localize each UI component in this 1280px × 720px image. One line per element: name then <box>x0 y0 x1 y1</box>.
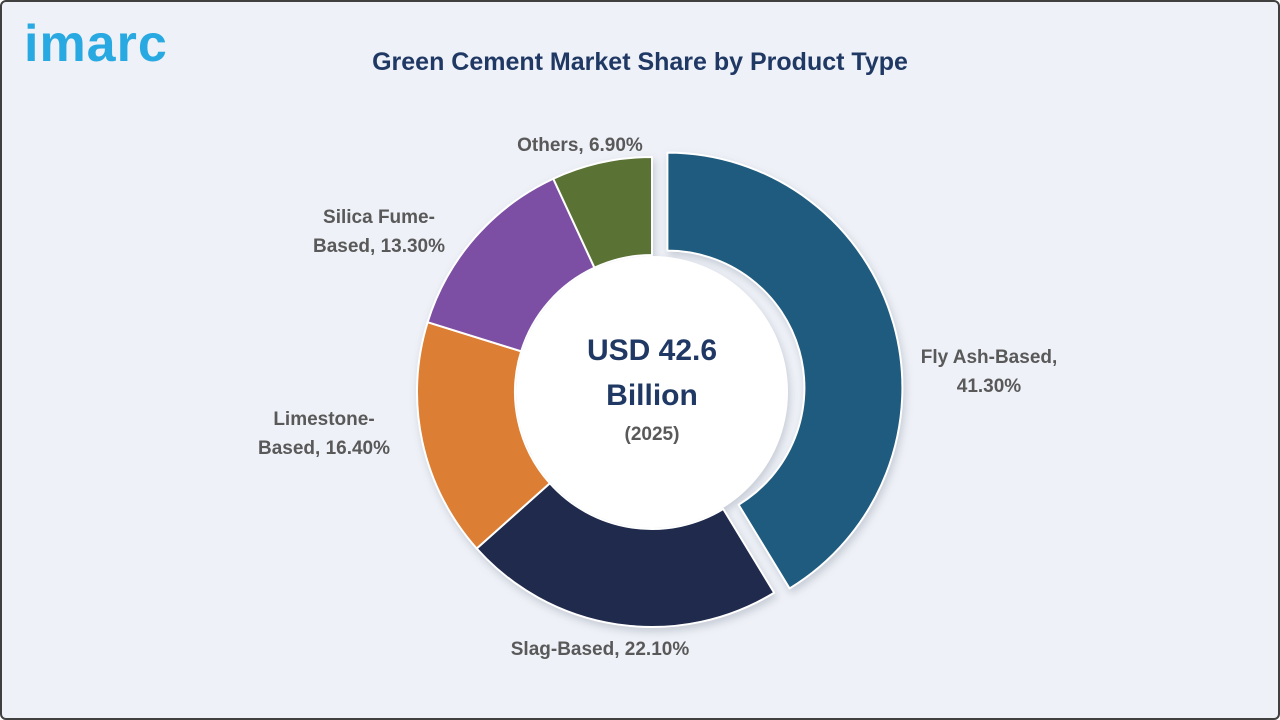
donut-center-label: USD 42.6 Billion (2025) <box>557 328 747 446</box>
donut-hole <box>516 256 788 528</box>
slice-label-silica-fume-based: Silica Fume-Based, 13.30% <box>312 207 446 257</box>
donut-slice-slag-based <box>475 482 776 628</box>
slice-label-others: Others, 6.90% <box>517 135 643 156</box>
imarc-logo-text: imarc <box>24 15 168 73</box>
center-value-label: USD 42.6 Billion <box>586 334 718 412</box>
chart-title: Green Cement Market Share by Product Typ… <box>372 48 908 76</box>
donut-slice-fly-ash-based <box>666 151 904 590</box>
center-year-label: (2025) <box>624 424 680 445</box>
donut-slice-others <box>552 156 653 269</box>
slice-label-limestone-based: Limestone-Based, 16.40% <box>257 409 391 459</box>
imarc-logo: imarc <box>24 18 168 70</box>
slice-label-fly-ash-based: Fly Ash-Based, 41.30% <box>920 347 1058 397</box>
slice-label-slag-based: Slag-Based, 22.10% <box>510 639 690 660</box>
